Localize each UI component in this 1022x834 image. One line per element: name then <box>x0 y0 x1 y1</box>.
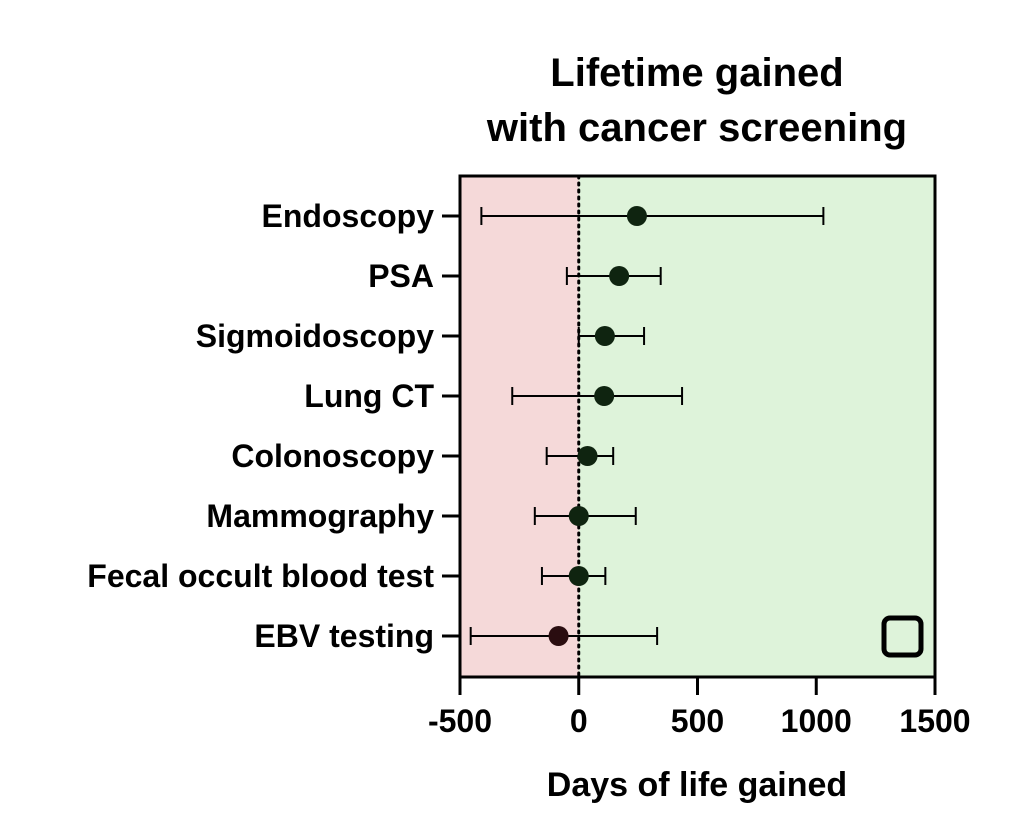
point-estimate-0 <box>626 206 647 226</box>
shaded-regions <box>460 176 935 677</box>
region-1 <box>578 176 935 677</box>
x-tick-label-2: 500 <box>671 703 724 739</box>
point-estimate-4 <box>577 446 598 466</box>
x-tick-label-0: -500 <box>428 703 492 739</box>
plot-marks: Endoscopy PSA Sigmoidoscopy Lung CT Colonosc… <box>87 174 971 739</box>
point-estimate-5 <box>568 506 589 526</box>
chart-title-line-2: with cancer screening <box>486 106 907 150</box>
y-tick-label-6: Fecal occult blood test <box>87 558 434 594</box>
x-tick-label-4: 1500 <box>899 703 970 739</box>
x-tick-label-3: 1000 <box>781 703 852 739</box>
chart-title-line-1: Lifetime gained <box>550 51 843 95</box>
y-tick-label-1: PSA <box>368 258 434 294</box>
point-estimate-3 <box>594 386 615 406</box>
y-tick-label-7: EBV testing <box>254 618 434 654</box>
y-tick-label-2: Sigmoidoscopy <box>196 318 434 354</box>
chart-title: Lifetime gained with cancer screening <box>486 51 907 150</box>
region-0 <box>460 176 579 677</box>
point-estimate-1 <box>609 266 630 286</box>
y-tick-label-3: Lung CT <box>304 378 434 414</box>
y-tick-label-5: Mammography <box>206 498 434 534</box>
x-tick-label-1: 0 <box>570 703 588 739</box>
y-tick-label-0: Endoscopy <box>262 198 435 234</box>
point-estimate-2 <box>594 326 615 346</box>
point-estimate-6 <box>568 566 589 586</box>
x-axis-label: Days of life gained <box>547 766 847 804</box>
point-estimate-7 <box>548 626 569 646</box>
y-tick-label-4: Colonoscopy <box>231 438 434 474</box>
square-symbol <box>881 615 924 658</box>
